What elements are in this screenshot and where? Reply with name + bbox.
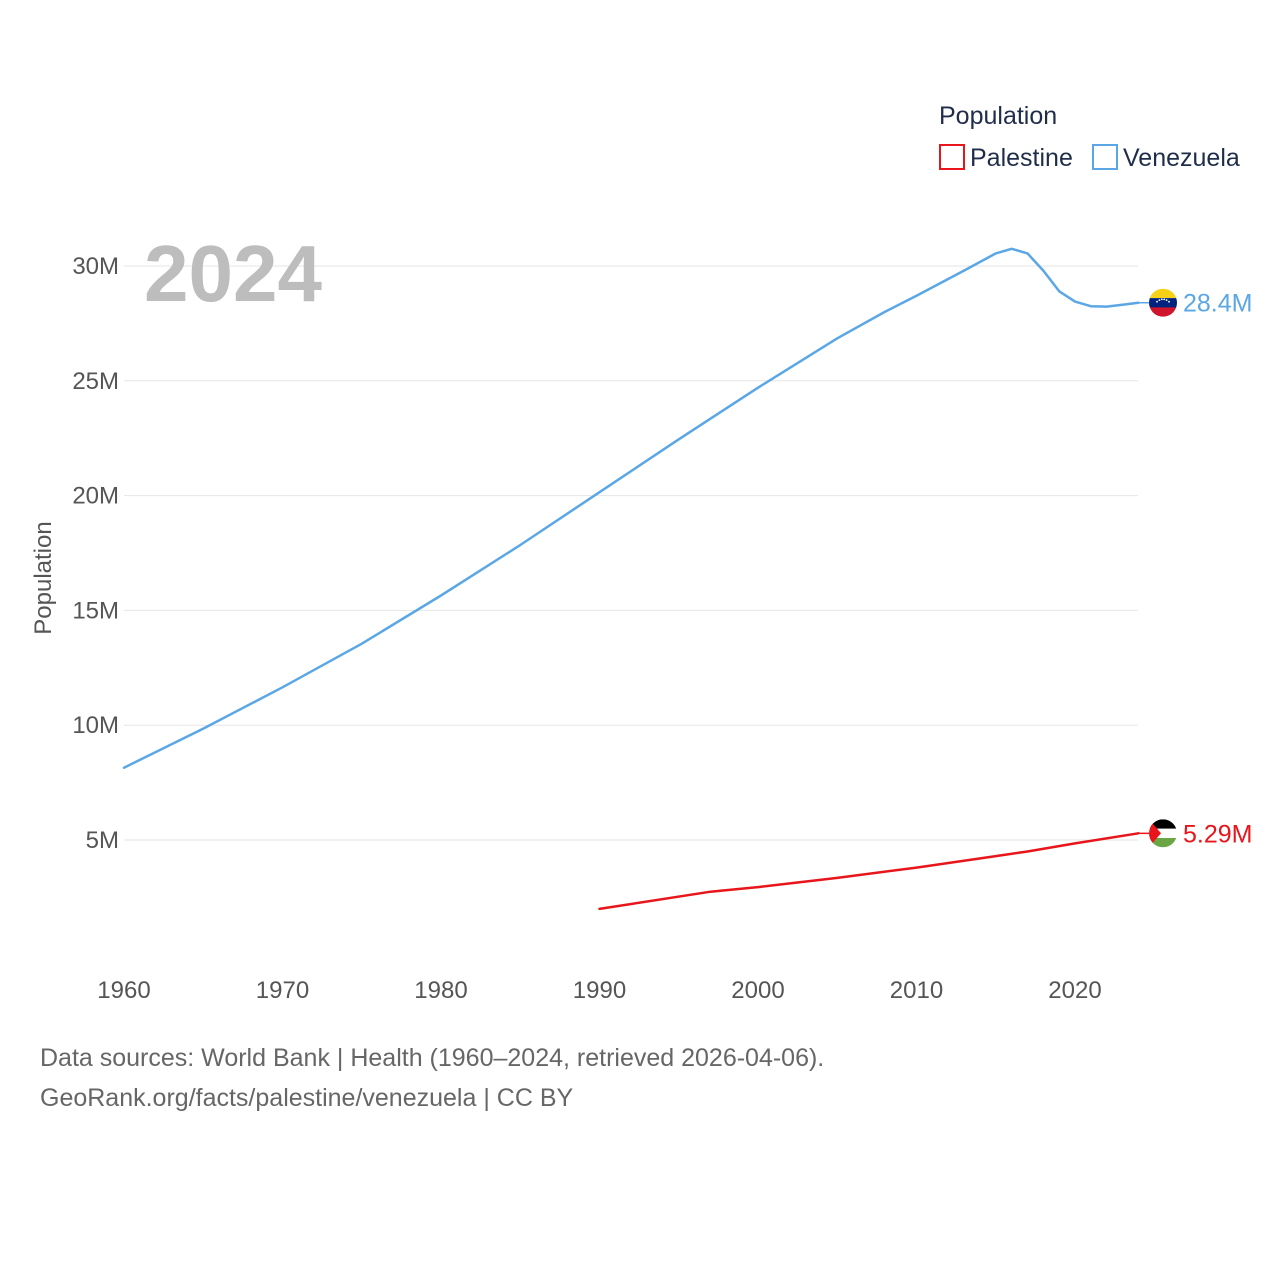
end-value-label-venezuela: 28.4M [1183,290,1252,318]
legend-swatch-venezuela [1092,144,1118,170]
y-tick-label: 30M [72,253,119,280]
series-line-palestine [598,832,1140,911]
y-tick-label: 25M [72,368,119,395]
gridlines [124,265,1138,841]
series-line-venezuela [122,247,1140,769]
source-url-text: GeoRank.org/facts/palestine/venezuela | … [40,1084,574,1112]
y-tick-label: 10M [72,712,119,739]
x-tick-label: 1980 [414,977,467,1004]
x-tick-label: 1970 [256,977,309,1004]
palestine-flag-icon [1149,819,1177,848]
y-axis-ticks: 5M 10M 15M 20M 25M 30M [72,253,119,854]
legend-item-palestine[interactable]: Palestine [939,144,1073,172]
x-axis-ticks: 1960 1970 1980 1990 2000 2010 2020 [97,977,1101,1004]
legend: Population Palestine Venezuela [939,102,1240,172]
x-tick-label: 2010 [890,977,943,1004]
legend-label-venezuela: Venezuela [1123,144,1240,172]
data-sources-text: Data sources: World Bank | Health (1960–… [40,1044,825,1072]
end-value-label-palestine: 5.29M [1183,820,1252,848]
y-axis-label: Population [30,521,57,634]
x-tick-label: 1990 [573,977,626,1004]
series-lines [122,247,1149,911]
current-year-label: 2024 [144,229,322,318]
legend-swatch-palestine [939,144,965,170]
venezuela-flag-icon [1149,288,1177,317]
x-tick-label: 2020 [1048,977,1101,1004]
x-tick-label: 2000 [731,977,784,1004]
y-tick-label: 20M [72,483,119,510]
y-tick-label: 15M [72,597,119,624]
legend-item-venezuela[interactable]: Venezuela [1092,144,1240,172]
legend-label-palestine: Palestine [970,144,1073,172]
y-tick-label: 5M [86,827,119,854]
legend-title: Population [939,102,1057,130]
x-tick-label: 1960 [97,977,150,1004]
